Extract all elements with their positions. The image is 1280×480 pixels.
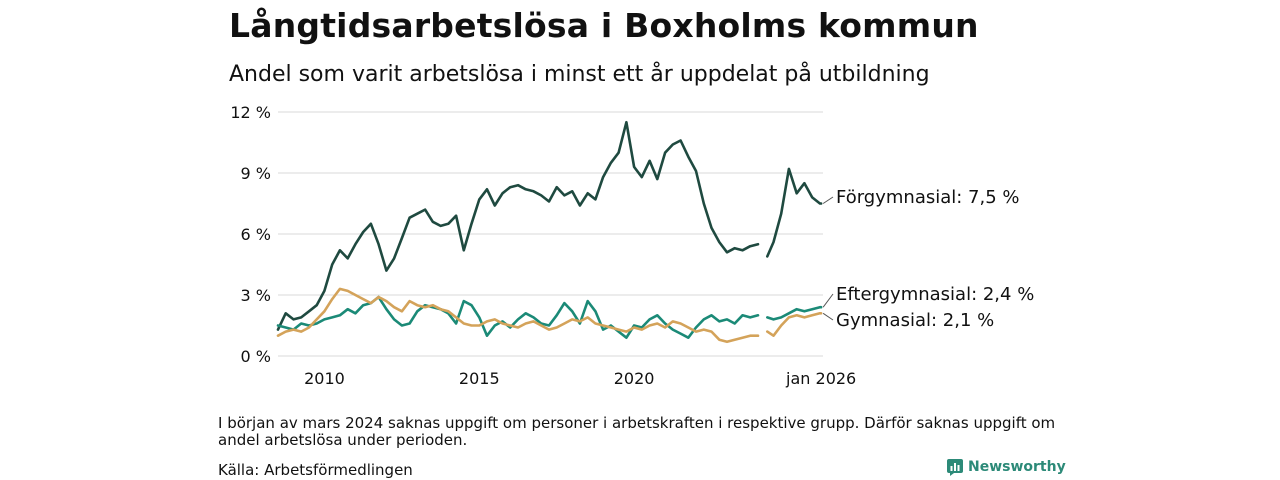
line-chart: 0 % 3 % 6 % 9 % 12 % 2010 2015 2020 jan 2026 Fö… (230, 103, 1034, 388)
x-tick-label: 2015 (459, 369, 500, 388)
end-label-gymnasial: Gymnasial: 2,1 % (836, 310, 994, 331)
series-line-gymnasial (276, 287, 823, 344)
series-line-eftergymnasial (276, 295, 823, 339)
end-labels: Förgymnasial: 7,5 % Eftergymnasial: 2,4 %… (822, 187, 1034, 331)
x-tick-label: jan 2026 (785, 369, 856, 388)
end-label-leader (822, 196, 834, 204)
newsworthy-logo-icon (947, 459, 963, 476)
y-tick-label: 3 % (241, 286, 271, 305)
x-tick-label: 2010 (304, 369, 345, 388)
series-line-förgymnasial (276, 120, 823, 331)
brand-name: Newsworthy (968, 459, 1066, 475)
y-axis-ticks: 0 % 3 % 6 % 9 % 12 % (230, 103, 271, 366)
gridlines (278, 111, 823, 357)
x-tick-label: 2020 (614, 369, 655, 388)
series-lines (276, 120, 823, 344)
y-tick-label: 9 % (241, 164, 271, 183)
chart-subtitle: Andel som varit arbetslösa i minst ett å… (229, 62, 930, 87)
end-label-förgymnasial: Förgymnasial: 7,5 % (836, 187, 1020, 208)
footnote: I början av mars 2024 saknas uppgift om … (218, 414, 1056, 449)
end-label-leader (822, 312, 834, 321)
end-label-eftergymnasial: Eftergymnasial: 2,4 % (836, 284, 1034, 305)
y-tick-label: 6 % (241, 225, 271, 244)
end-label-leader (822, 293, 834, 308)
x-axis-ticks: 2010 2015 2020 jan 2026 (304, 369, 856, 388)
chart-title: Långtidsarbetslösa i Boxholms kommun (229, 6, 979, 45)
source-note: Källa: Arbetsförmedlingen (218, 461, 413, 479)
brand: Newsworthy (946, 458, 1066, 476)
y-tick-label: 12 % (230, 103, 271, 122)
y-tick-label: 0 % (241, 347, 271, 366)
